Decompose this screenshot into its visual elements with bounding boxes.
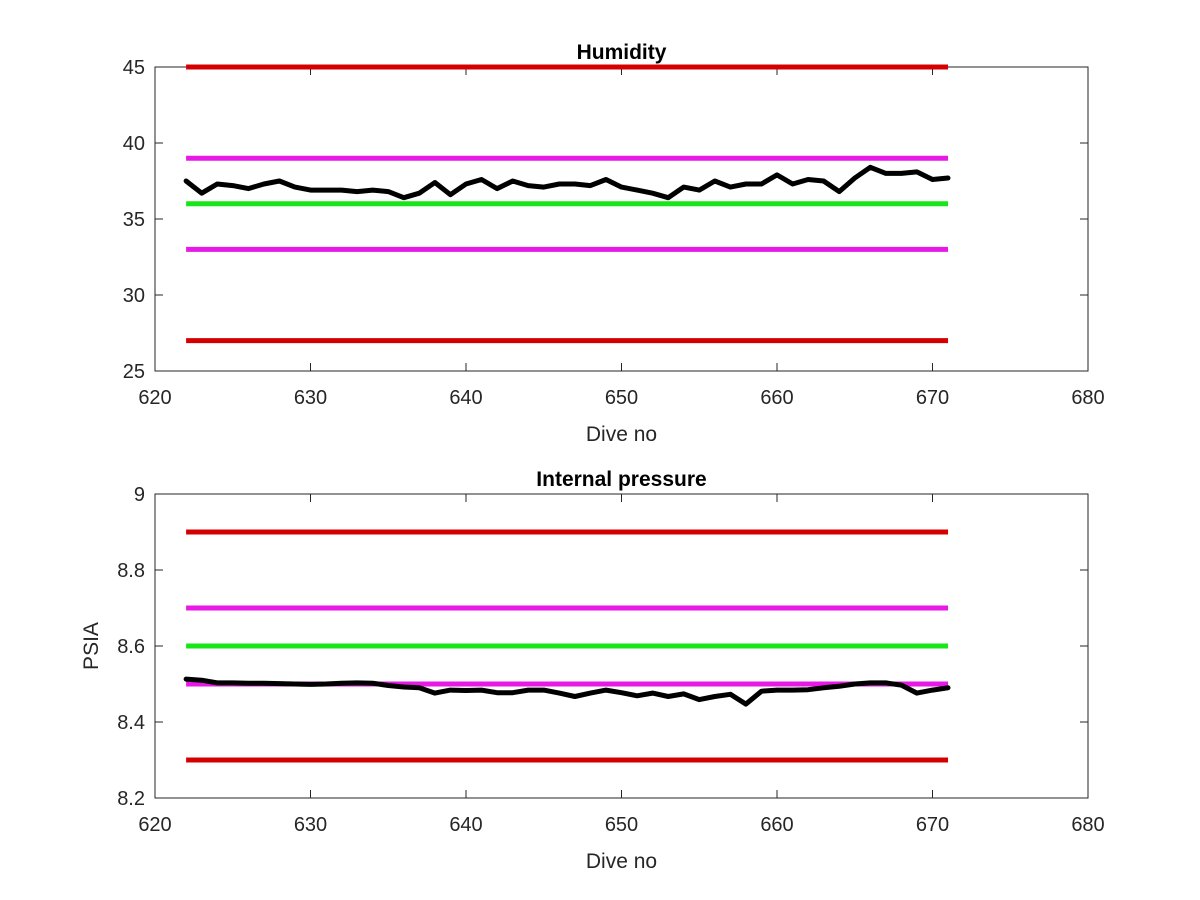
y-tick-label: 8.4: [117, 712, 145, 734]
x-tick-label: 630: [294, 387, 327, 409]
x-tick-label: 650: [605, 387, 638, 409]
x-tick-label: 670: [916, 387, 949, 409]
y-axis-label: PSIA: [80, 622, 103, 670]
x-axis-label: Dive no: [586, 850, 657, 873]
x-tick-label: 620: [138, 387, 171, 409]
humidity-plot: 620 630 640 650 660 670 680 25 30 35 40 45 Humidity D…: [123, 41, 1105, 446]
y-tick-label: 9: [134, 484, 145, 506]
x-tick-label: 660: [760, 387, 793, 409]
x-tick-label: 620: [138, 814, 171, 836]
y-tick-label: 8.2: [117, 788, 145, 810]
data-series-line: [183, 164, 951, 201]
x-axis-label: Dive no: [586, 423, 657, 446]
x-tick-label: 640: [449, 814, 482, 836]
internal-pressure-plot: 620 630 640 650 660 670 680 8.2 8.4 8.6 8.8 9 Intern…: [80, 468, 1105, 873]
x-tick-label: 680: [1071, 814, 1104, 836]
y-tick-label: 8.6: [117, 636, 145, 658]
y-tick-label: 8.8: [117, 560, 145, 582]
x-tick-label: 640: [449, 387, 482, 409]
y-tick-label: 45: [123, 57, 145, 79]
x-tick-label: 680: [1071, 387, 1104, 409]
x-tick-label: 650: [605, 814, 638, 836]
data-series-line: [183, 676, 951, 707]
x-tick-label: 660: [760, 814, 793, 836]
axes-frame: [154, 66, 1089, 372]
y-tick-label: 25: [123, 361, 145, 383]
chart-title: Internal pressure: [536, 468, 706, 491]
x-tick-label: 670: [916, 814, 949, 836]
y-tick-label: 30: [123, 285, 145, 307]
x-tick-label: 630: [294, 814, 327, 836]
y-tick-label: 35: [123, 209, 145, 231]
chart-title: Humidity: [577, 41, 667, 64]
y-tick-label: 40: [123, 133, 145, 155]
